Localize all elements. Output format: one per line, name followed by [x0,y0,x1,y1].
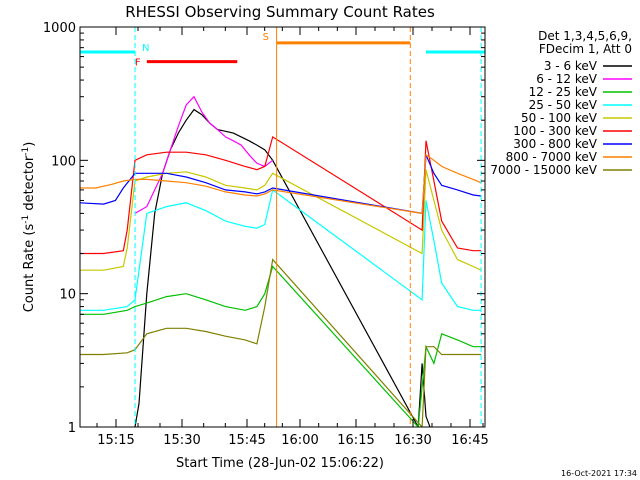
legend-label-6: 100 - 300 keV [513,124,597,138]
y-axis-label-sup2: -1 [21,147,31,156]
y-tick-label-3: 100 [51,154,76,169]
series-line-5 [80,169,482,271]
x-tick-label-6: 16:30 [394,433,431,448]
generation-timestamp: 16-Oct-2021 17:34 [561,469,637,478]
series-line-2 [134,95,274,214]
series-line-7 [80,154,482,215]
x-tick-label-1: 15:15 [97,433,134,448]
series-line-6 [80,135,482,255]
legend-label-3: 12 - 25 keV [529,85,598,99]
legend-label-5: 50 - 100 keV [521,111,598,125]
x-axis-label: Start Time (28-Jun-02 15:06:22) [176,456,384,471]
x-tick-label-4: 16:00 [281,433,318,448]
legend-label-2: 6 - 12 keV [536,72,598,86]
y-axis-label-part3: ) [22,142,37,147]
legend-label-7: 300 - 800 keV [513,137,597,151]
series-line-4 [80,188,482,311]
y-axis-label-sup1: -1 [21,215,31,224]
flag-label-s: S [263,32,269,43]
x-axis: 15:15 15:30 15:45 16:00 16:15 16:30 16:45 [96,27,489,448]
x-tick-label-2: 15:30 [163,433,200,448]
chart-title: RHESSI Observing Summary Count Rates [125,3,435,21]
x-tick-label-5: 16:15 [337,433,374,448]
legend-label-1: 3 - 6 keV [544,59,598,73]
y-axis-label-part1: Count Rate (s [22,224,37,313]
legend-label-8: 800 - 7000 keV [506,150,598,164]
series-line-8 [80,153,482,215]
y-axis-label-part2: detector [22,155,37,215]
legend: Det 1,3,4,5,6,9, FDecim 1, Att 0 3 - 6 k… [490,29,632,177]
legend-label-4: 25 - 50 keV [529,98,598,112]
flag-label-n: N [142,43,149,54]
x-tick-label-7: 16:45 [451,433,488,448]
y-tick-label-2: 10 [59,288,76,303]
legend-header-detectors: Det 1,3,4,5,6,9, [538,29,632,43]
plot-area [80,27,485,427]
y-tick-label-1: 1 [68,421,76,436]
y-axis: 1 10 100 1000 [43,21,485,436]
legend-header-decimation: FDecim 1, Att 0 [539,42,632,56]
legend-label-9: 7000 - 15000 keV [490,163,597,177]
y-tick-label-4: 1000 [43,21,76,36]
x-tick-label-3: 15:45 [228,433,265,448]
series-line-9 [80,258,482,427]
series-line-3 [80,265,482,427]
flag-label-f: F [135,58,141,69]
y-axis-label: Count Rate (s-1 detector-1) [21,142,37,313]
